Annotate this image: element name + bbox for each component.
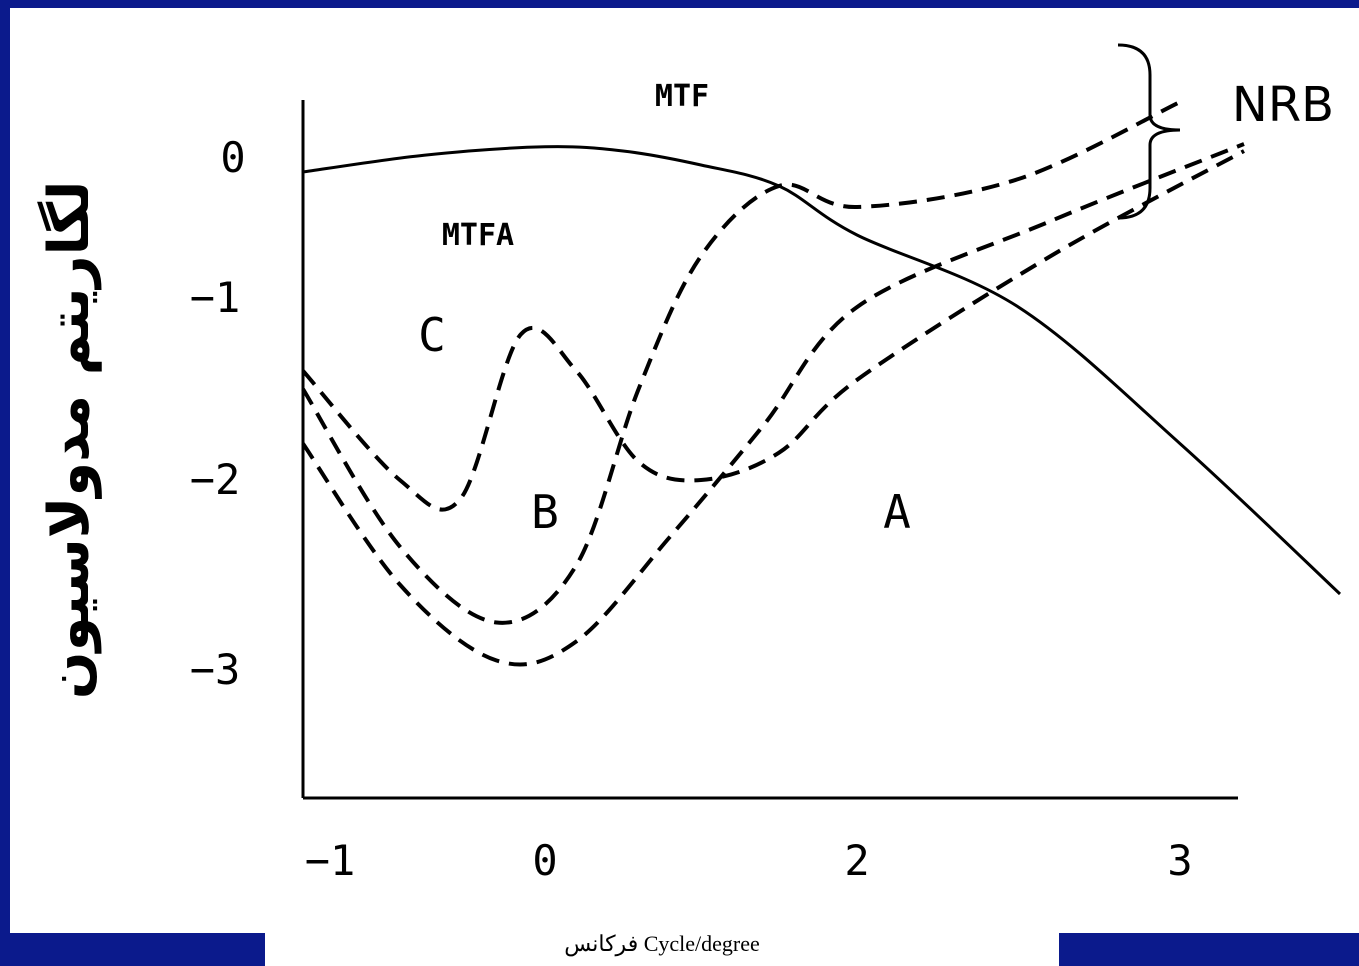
series-layer: [301, 100, 1342, 667]
caption-strip: [265, 933, 1059, 966]
label-mtfa: MTFA: [442, 218, 514, 253]
label-c: C: [418, 308, 446, 362]
top-band: [0, 0, 1359, 8]
label-a: A: [883, 485, 911, 539]
series-line-b: [301, 100, 1181, 625]
axes: [301, 100, 1238, 800]
series-line-a: [301, 142, 1245, 667]
nrb-brace: [1117, 43, 1181, 220]
x-tick-2: 2: [844, 836, 869, 885]
y-tick-1: −1: [190, 273, 241, 322]
y-tick-3: −3: [190, 645, 241, 694]
x-tick-3: 3: [1167, 836, 1192, 885]
label-b: B: [531, 485, 559, 539]
label-nrb: NRB: [1232, 77, 1334, 133]
series-line-mtf: [302, 145, 1342, 596]
x-tick-neg1: −1: [305, 836, 356, 885]
y-axis-label: لگاریتم مدولاسیون: [37, 181, 102, 700]
series-line-c: [301, 149, 1245, 512]
label-mtf: MTF: [655, 79, 709, 114]
y-tick-2: −2: [190, 455, 241, 504]
y-tick-0: 0: [220, 133, 245, 182]
x-tick-0: 0: [532, 836, 557, 885]
x-axis-caption: فرکانس Cycle/degree: [564, 931, 760, 956]
